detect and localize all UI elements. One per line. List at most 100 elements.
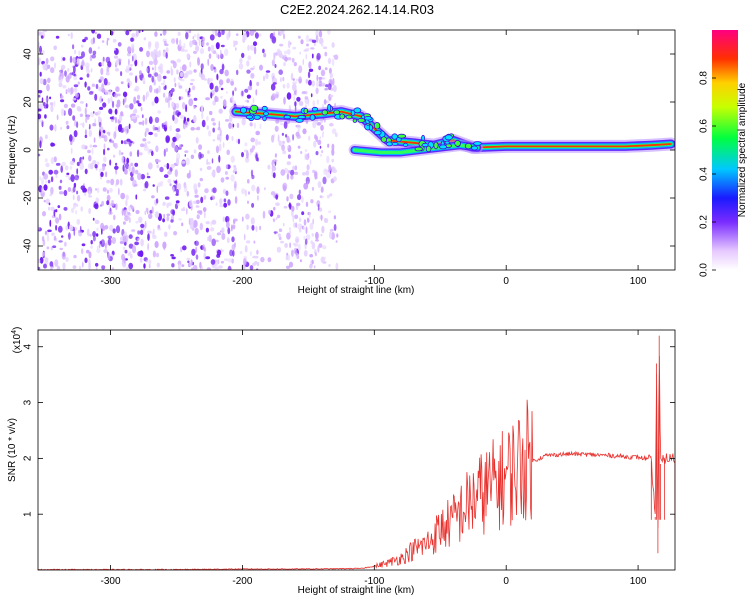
noise-speck	[188, 70, 193, 75]
noise-speck	[128, 217, 131, 224]
signal-blob	[250, 104, 259, 112]
noise-speck	[45, 180, 47, 184]
noise-speck	[129, 151, 133, 157]
noise-speck	[206, 115, 209, 122]
noise-speck	[237, 138, 241, 145]
noise-speck	[200, 73, 205, 81]
x-tick-label: -200	[232, 576, 252, 587]
noise-speck	[73, 75, 78, 81]
noise-speck	[129, 204, 133, 208]
noise-speck	[96, 248, 101, 254]
noise-speck	[299, 259, 302, 263]
noise-speck	[181, 160, 186, 164]
noise-speck	[94, 164, 98, 169]
noise-speck	[293, 243, 299, 247]
noise-speck	[86, 228, 90, 237]
noise-speck	[162, 75, 167, 80]
noise-speck	[84, 134, 88, 139]
noise-speck	[210, 92, 213, 99]
x-tick-label: 100	[630, 576, 647, 587]
noise-speck	[125, 266, 129, 270]
snr-line	[38, 335, 675, 570]
noise-speck	[80, 185, 86, 191]
noise-speck	[49, 193, 52, 197]
noise-speck	[130, 176, 134, 182]
noise-speck	[309, 159, 312, 165]
noise-speck	[49, 261, 54, 268]
noise-speck	[137, 230, 141, 235]
colorbar-gradient	[712, 30, 738, 270]
signal-blob	[263, 111, 269, 116]
y-tick-label: 2	[23, 455, 34, 461]
noise-speck	[38, 41, 40, 48]
noise-speck	[270, 95, 275, 101]
noise-speck	[38, 153, 41, 157]
noise-speck	[143, 145, 149, 152]
noise-speck	[120, 152, 124, 155]
noise-speck	[182, 102, 186, 110]
noise-speck	[302, 172, 307, 176]
noise-speck	[67, 187, 72, 192]
noise-speck	[165, 147, 168, 152]
noise-speck	[290, 72, 294, 81]
noise-speck	[160, 33, 162, 36]
noise-speck	[180, 115, 185, 119]
noise-speck	[315, 231, 319, 240]
noise-speck	[92, 235, 96, 242]
noise-speck	[115, 68, 119, 72]
noise-speck	[128, 262, 134, 270]
noise-speck	[63, 103, 68, 109]
noise-speck	[208, 53, 212, 59]
noise-speck	[197, 182, 201, 188]
noise-speck	[136, 94, 141, 100]
noise-speck	[103, 148, 106, 156]
noise-speck	[190, 127, 195, 131]
noise-speck	[324, 99, 327, 105]
noise-speck	[38, 266, 41, 270]
noise-speck	[274, 64, 277, 68]
noise-speck	[227, 227, 231, 235]
noise-speck	[164, 196, 170, 200]
noise-speck	[88, 123, 91, 130]
noise-speck	[170, 38, 176, 44]
noise-speck	[217, 54, 220, 60]
noise-speck	[84, 257, 88, 264]
noise-speck	[305, 226, 308, 234]
noise-speck	[74, 92, 79, 98]
noise-speck	[140, 223, 145, 228]
noise-speck	[306, 217, 309, 222]
noise-speck	[177, 134, 181, 139]
noise-speck	[201, 119, 206, 128]
noise-speck	[235, 138, 238, 144]
noise-speck	[95, 83, 99, 90]
noise-speck	[165, 96, 168, 103]
noise-speck	[213, 66, 216, 70]
noise-speck	[312, 100, 316, 108]
noise-speck	[309, 263, 313, 269]
noise-speck	[46, 83, 50, 92]
noise-speck	[212, 187, 217, 194]
noise-speck	[273, 206, 276, 211]
noise-speck	[184, 150, 189, 154]
noise-speck	[114, 165, 119, 170]
noise-speck	[125, 199, 128, 207]
noise-speck	[172, 114, 175, 121]
signal-blob	[353, 107, 362, 114]
noise-speck	[44, 158, 48, 163]
noise-speck	[178, 218, 182, 221]
noise-speck	[206, 267, 211, 270]
noise-speck	[143, 37, 146, 41]
noise-speck	[253, 30, 257, 33]
noise-speck	[154, 211, 160, 219]
noise-speck	[138, 216, 143, 223]
noise-speck	[265, 72, 269, 80]
noise-speck	[126, 157, 130, 164]
noise-speck	[267, 164, 271, 170]
noise-speck	[100, 67, 104, 75]
noise-speck	[118, 149, 122, 156]
noise-speck	[66, 172, 70, 176]
noise-speck	[287, 57, 292, 61]
noise-speck	[238, 63, 244, 70]
noise-speck	[226, 91, 228, 94]
noise-speck	[218, 265, 223, 269]
